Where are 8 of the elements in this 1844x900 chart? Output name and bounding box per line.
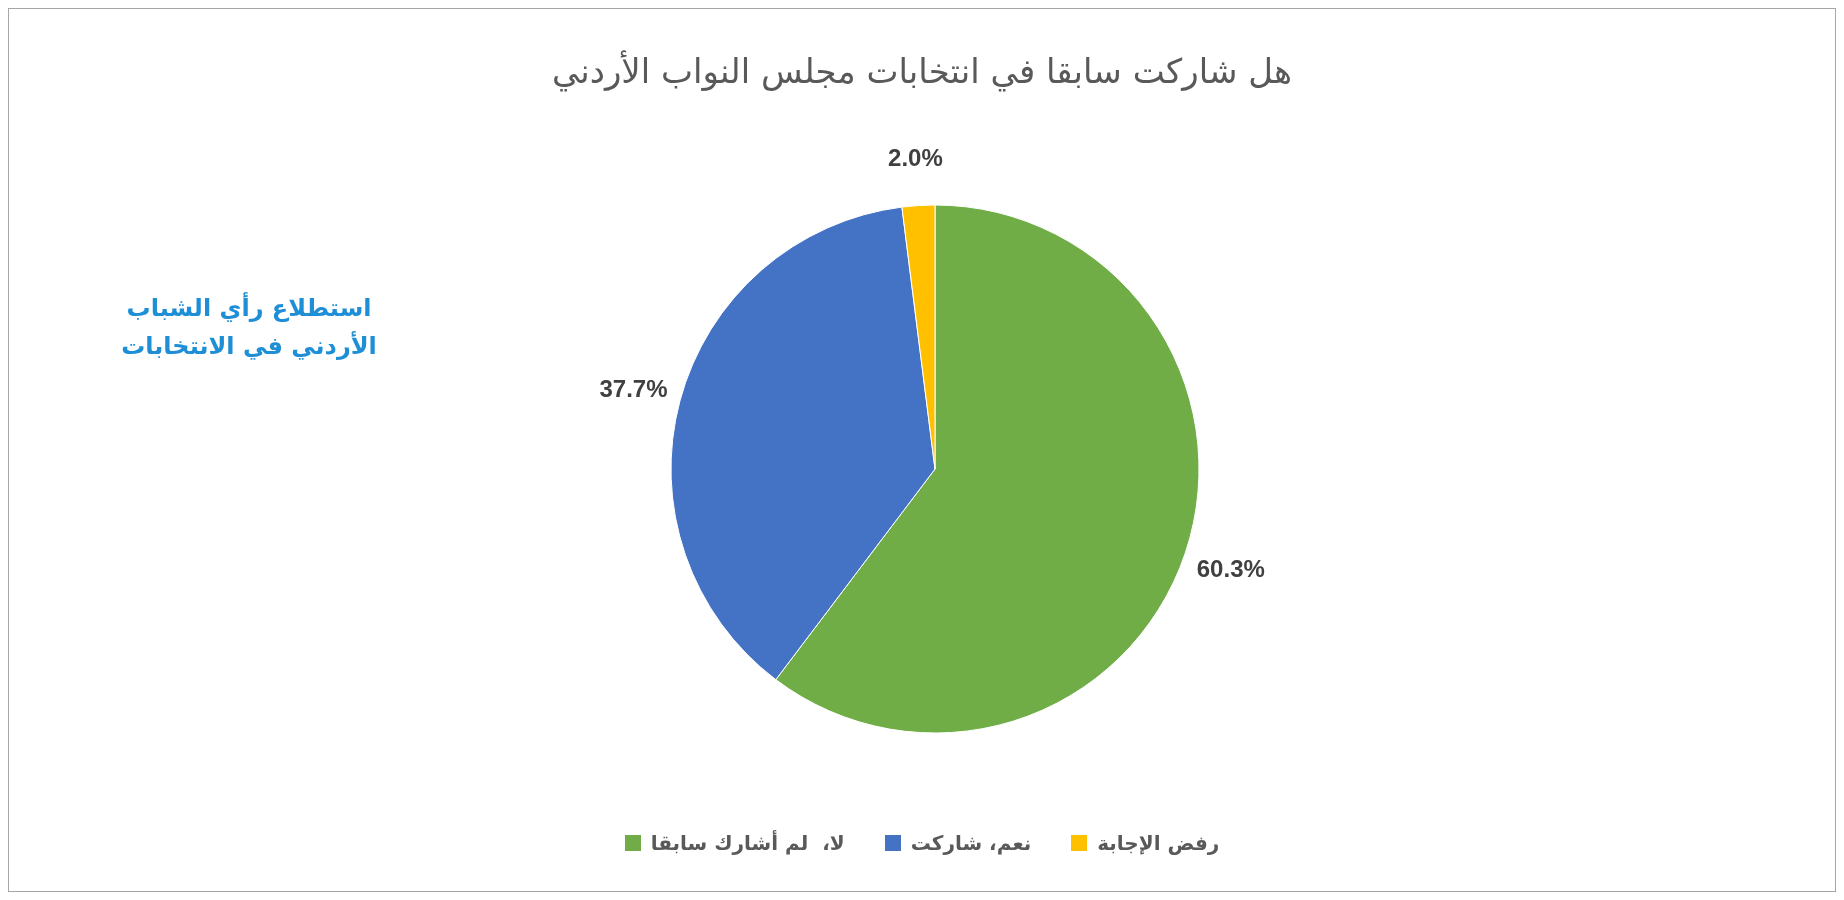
data-label: 60.3% bbox=[1196, 554, 1265, 582]
legend-label: لا، لم أشارك سابقا bbox=[650, 831, 845, 855]
text: استطلاع رأي الشباب الأردني في الانتخابات bbox=[120, 291, 378, 362]
chart-title: هل شاركت سابقا في انتخابات مجلس النواب الأردني bbox=[551, 51, 1293, 91]
data-label: 2.0% bbox=[888, 144, 943, 172]
data-label: 37.7% bbox=[599, 375, 668, 403]
legend-label: رفض الإجابة bbox=[1097, 831, 1220, 855]
legend-label: نعم، شاركت bbox=[910, 831, 1032, 855]
